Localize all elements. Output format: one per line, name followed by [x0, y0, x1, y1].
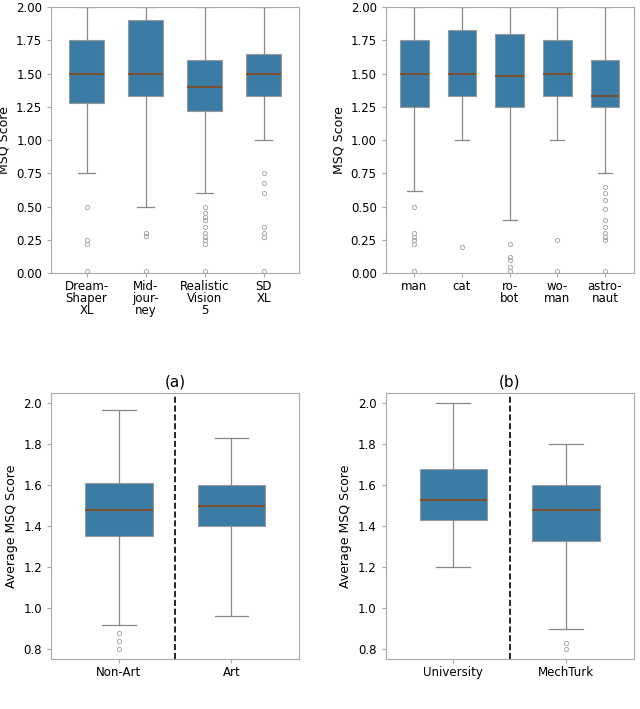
PathPatch shape	[246, 54, 282, 96]
Text: (a): (a)	[164, 374, 186, 389]
PathPatch shape	[69, 40, 104, 103]
PathPatch shape	[128, 21, 163, 96]
PathPatch shape	[400, 40, 429, 107]
PathPatch shape	[198, 485, 265, 526]
PathPatch shape	[532, 485, 600, 540]
Text: (b): (b)	[499, 374, 520, 389]
Y-axis label: Average MSQ Score: Average MSQ Score	[5, 464, 18, 588]
PathPatch shape	[187, 60, 222, 111]
PathPatch shape	[85, 484, 152, 537]
PathPatch shape	[543, 40, 572, 96]
PathPatch shape	[448, 30, 476, 96]
PathPatch shape	[591, 60, 620, 107]
Y-axis label: Average MSQ Score: Average MSQ Score	[339, 464, 353, 588]
Y-axis label: MSQ Score: MSQ Score	[0, 106, 10, 174]
Y-axis label: MSQ Score: MSQ Score	[332, 106, 345, 174]
PathPatch shape	[495, 34, 524, 107]
PathPatch shape	[420, 469, 487, 520]
